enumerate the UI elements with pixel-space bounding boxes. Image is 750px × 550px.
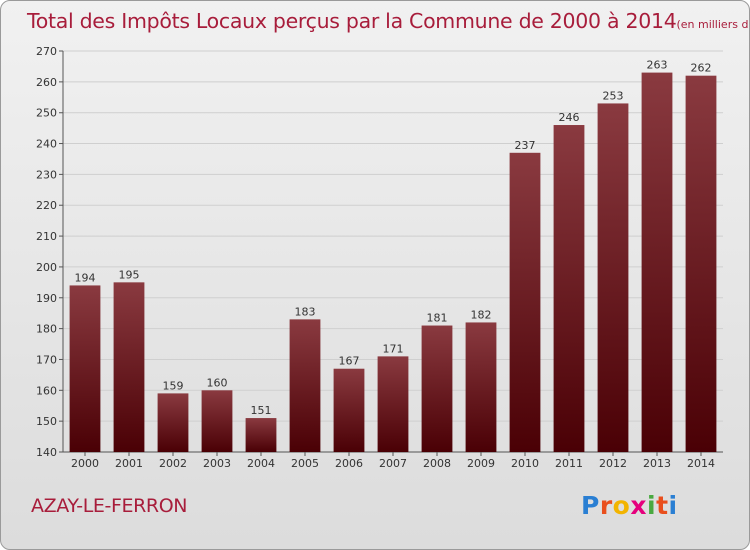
y-tick-label: 170 [36,353,57,366]
bar-2007 [377,356,409,452]
bar-value-label: 253 [603,89,624,102]
x-tick-label: 2007 [379,457,407,470]
bar-2005 [289,319,321,452]
bar-value-label: 262 [691,62,712,75]
y-tick-label: 230 [36,168,57,181]
x-tick-label: 2006 [335,457,363,470]
x-tick-label: 2008 [423,457,451,470]
bar-value-label: 167 [339,355,360,368]
unit-note: (en milliers d'€) [676,18,749,31]
bar-value-label: 246 [559,111,580,124]
x-tick-label: 2002 [159,457,187,470]
x-tick-label: 2014 [687,457,715,470]
bar-value-label: 151 [251,404,272,417]
proxiti-logo: Proxiti [581,491,678,520]
y-tick-label: 160 [36,384,57,397]
y-tick-label: 270 [36,45,57,58]
bar-value-label: 181 [427,312,448,325]
bar-value-label: 159 [163,379,184,392]
x-tick-label: 2001 [115,457,143,470]
chart-title: Total des Impôts Locaux perçus par la Co… [27,9,749,33]
y-tick-label: 240 [36,138,57,151]
y-tick-label: 250 [36,107,57,120]
bar-value-label: 183 [295,305,316,318]
x-tick-label: 2009 [467,457,495,470]
x-tick-label: 2010 [511,457,539,470]
bar-value-label: 194 [75,271,96,284]
bar-value-label: 263 [647,59,668,72]
bar-2002 [157,393,189,452]
y-tick-label: 200 [36,261,57,274]
bar-value-label: 171 [383,342,404,355]
bar-2008 [421,325,453,452]
y-tick-label: 210 [36,230,57,243]
bar-2012 [597,103,629,452]
y-tick-label: 180 [36,323,57,336]
bar-value-label: 237 [515,139,536,152]
x-tick-label: 2004 [247,457,275,470]
commune-name: AZAY-LE-FERRON [31,495,188,517]
bar-2004 [245,418,277,452]
bar-2014 [685,75,717,452]
x-tick-label: 2005 [291,457,319,470]
bar-2011 [553,125,585,453]
bar-value-label: 160 [207,376,228,389]
bar-2003 [201,390,233,452]
bar-2006 [333,368,365,452]
bar-2009 [465,322,497,452]
y-tick-label: 150 [36,415,57,428]
x-tick-label: 2013 [643,457,671,470]
y-tick-label: 220 [36,199,57,212]
y-tick-label: 190 [36,292,57,305]
x-tick-label: 2012 [599,457,627,470]
x-tick-label: 2003 [203,457,231,470]
y-tick-label: 260 [36,76,57,89]
bar-2013 [641,72,673,452]
bar-2001 [113,282,145,452]
y-tick-label: 140 [36,446,57,459]
x-tick-label: 2000 [71,457,99,470]
bar-2010 [509,152,541,453]
bar-value-label: 195 [119,268,140,281]
bar-2000 [69,285,101,452]
bar-value-label: 182 [471,308,492,321]
x-tick-label: 2011 [555,457,583,470]
